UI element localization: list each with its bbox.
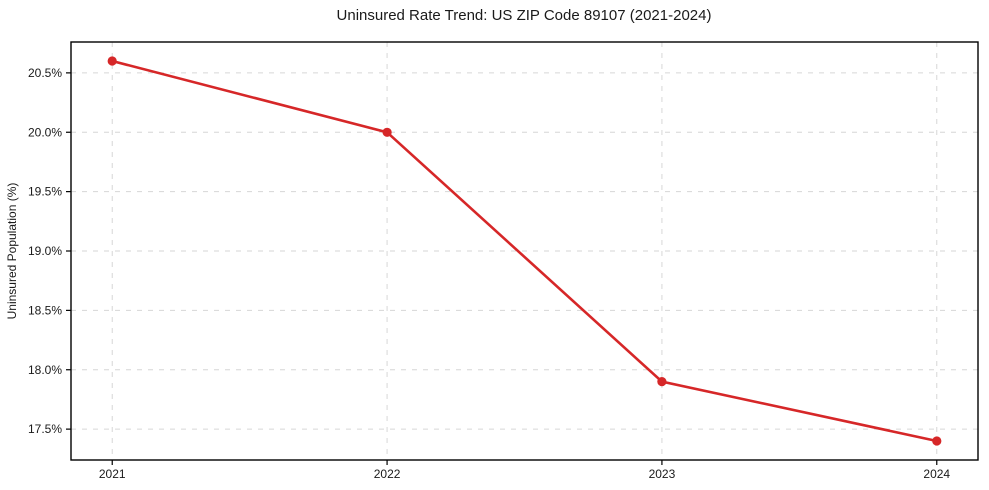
grid-layer [71,42,978,460]
series-layer [107,56,942,446]
data-point [657,377,667,387]
trend-line [110,59,939,443]
data-point [932,436,942,446]
x-tick-label: 2021 [99,467,126,481]
x-tick-label: 2023 [649,467,676,481]
y-tick-label: 20.5% [28,66,62,80]
y-tick-label: 20.0% [28,125,62,139]
y-tick-label: 18.0% [28,363,62,377]
axes-frame [70,41,979,461]
y-tick-label: 19.5% [28,185,62,199]
axes-layer: 17.5% 18.0% 18.5% 19.0% 19.5% 20.0% 20.5% 2021 2… [28,41,979,481]
y-tick-label: 19.0% [28,244,62,258]
x-tick-label: 2024 [923,467,950,481]
y-tick-label: 17.5% [28,422,62,436]
x-tick-label: 2022 [374,467,401,481]
data-point [382,127,392,137]
y-tick-label: 18.5% [28,303,62,317]
y-axis-label: Uninsured Population (%) [5,183,19,320]
data-point [107,56,117,66]
chart-title: Uninsured Rate Trend: US ZIP Code 89107 … [337,7,712,24]
